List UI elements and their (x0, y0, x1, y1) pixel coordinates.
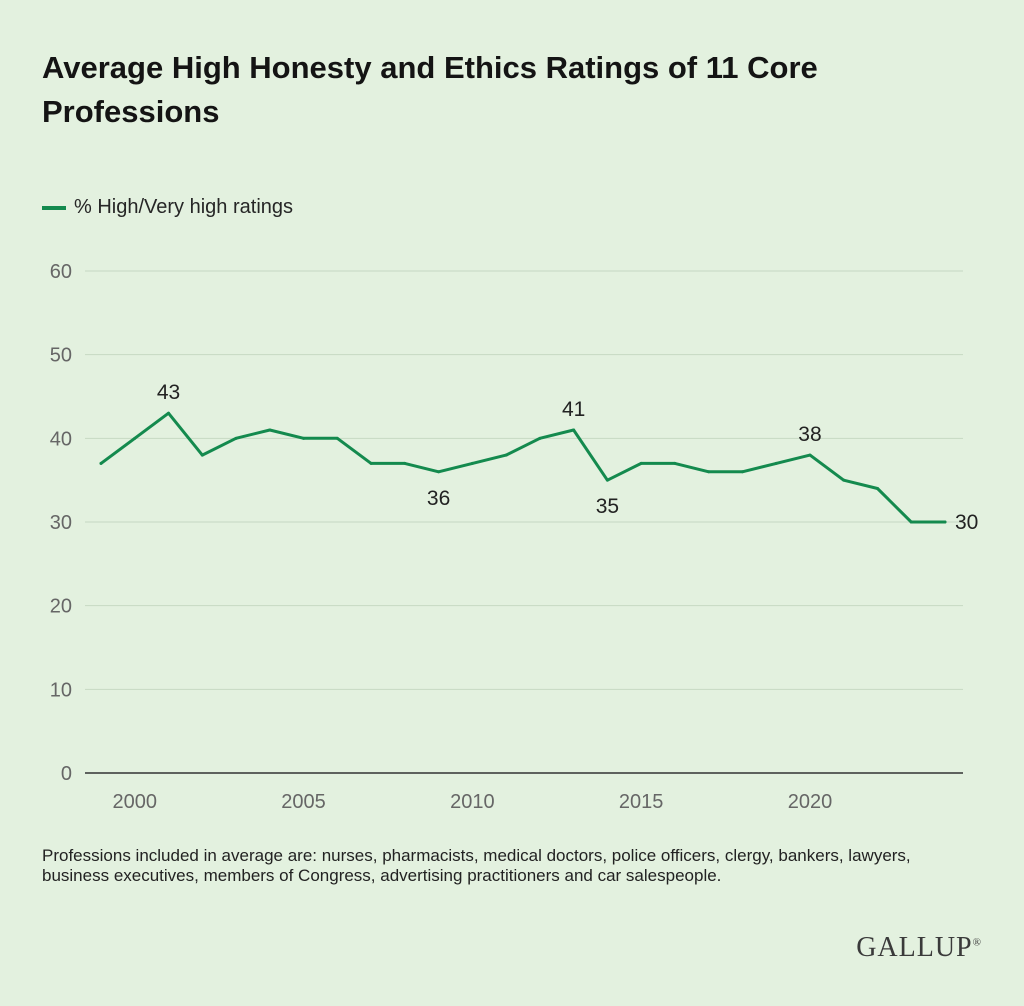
chart-title: Average High Honesty and Ethics Ratings … (42, 50, 818, 129)
gallup-logo: GALLUP® (856, 932, 982, 964)
data-label: 41 (562, 398, 585, 421)
data-point (740, 470, 744, 474)
y-tick-label: 60 (50, 261, 72, 283)
data-point (268, 428, 272, 432)
data-point (774, 461, 778, 465)
y-tick-label: 20 (50, 596, 72, 618)
legend-swatch (42, 205, 66, 210)
data-label: 38 (798, 423, 821, 446)
data-point (572, 428, 576, 432)
data-point (943, 520, 947, 524)
series-line (99, 411, 947, 524)
data-point (403, 461, 407, 465)
data-point (504, 453, 508, 457)
y-tick-label: 0 (61, 763, 72, 785)
data-point (673, 461, 677, 465)
x-tick-label: 2015 (619, 791, 664, 813)
data-point (167, 411, 171, 415)
data-point (605, 478, 609, 482)
x-tick-label: 2010 (450, 791, 495, 813)
logo-text: GALLUP (856, 932, 973, 963)
legend: % High/Very high ratings (42, 196, 293, 219)
data-point (234, 436, 238, 440)
y-tick-label: 40 (50, 428, 72, 450)
x-tick-label: 2020 (788, 791, 833, 813)
data-point (875, 487, 879, 491)
data-point (909, 520, 913, 524)
x-tick-label: 2005 (281, 791, 326, 813)
data-point (639, 461, 643, 465)
data-point (538, 436, 542, 440)
data-point (808, 453, 812, 457)
data-label: 36 (427, 487, 450, 510)
y-tick-label: 10 (50, 679, 72, 701)
data-point (369, 461, 373, 465)
x-tick-label: 2000 (113, 791, 158, 813)
line-chart: 0 10 20 30 40 50 60 2000 2005 2010 2015 2020 43 36 41 3… (50, 261, 979, 813)
data-point (707, 470, 711, 474)
data-point (200, 453, 204, 457)
data-point (99, 461, 103, 465)
data-point (302, 436, 306, 440)
data-point (842, 478, 846, 482)
logo-registered-mark: ® (972, 936, 982, 949)
data-label: 35 (596, 495, 619, 518)
y-tick-label: 50 (50, 345, 72, 367)
footnote: Professions included in average are: nur… (42, 846, 911, 885)
data-point (470, 461, 474, 465)
data-label: 43 (157, 381, 180, 404)
data-point (335, 436, 339, 440)
data-point (437, 470, 441, 474)
data-label: 30 (955, 511, 978, 534)
legend-label: % High/Very high ratings (74, 196, 294, 218)
data-point (133, 436, 137, 440)
y-tick-label: 30 (50, 512, 72, 534)
